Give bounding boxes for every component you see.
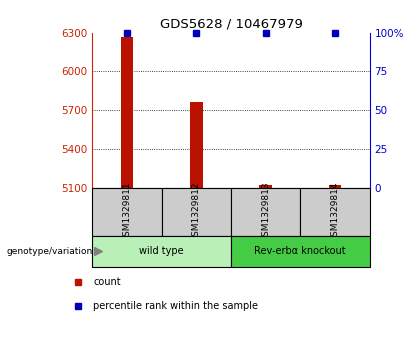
Bar	[300, 188, 370, 236]
Bar	[231, 188, 300, 236]
Bar	[162, 188, 231, 236]
Text: GSM1329814: GSM1329814	[331, 182, 339, 242]
Text: wild type: wild type	[139, 246, 184, 256]
Title: GDS5628 / 10467979: GDS5628 / 10467979	[160, 17, 302, 30]
Bar	[329, 185, 341, 188]
Text: genotype/variation: genotype/variation	[6, 247, 92, 256]
Text: GSM1329813: GSM1329813	[261, 182, 270, 242]
Text: Rev-erbα knockout: Rev-erbα knockout	[255, 246, 346, 256]
Bar	[260, 185, 272, 188]
Text: GSM1329812: GSM1329812	[192, 182, 201, 242]
Bar	[190, 102, 202, 188]
Bar	[92, 188, 162, 236]
Bar	[231, 236, 370, 267]
Bar	[92, 236, 231, 267]
Text: percentile rank within the sample: percentile rank within the sample	[93, 301, 258, 311]
Bar	[121, 37, 133, 188]
Text: count: count	[93, 277, 121, 287]
Text: GSM1329811: GSM1329811	[123, 182, 131, 242]
